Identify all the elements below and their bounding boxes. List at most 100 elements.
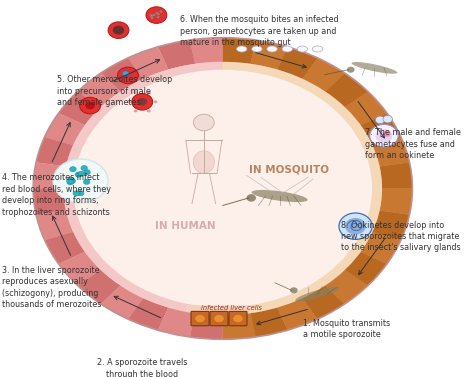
Circle shape [157,16,160,18]
Circle shape [345,218,366,234]
Ellipse shape [252,46,262,52]
Circle shape [147,109,151,112]
Circle shape [383,115,392,123]
Wedge shape [64,62,223,315]
Wedge shape [36,137,73,167]
FancyBboxPatch shape [191,311,209,326]
Circle shape [83,179,90,184]
Circle shape [195,314,205,323]
Circle shape [73,191,80,196]
Circle shape [150,14,153,17]
Text: IN HUMAN: IN HUMAN [155,221,215,231]
Wedge shape [373,210,410,240]
Circle shape [214,314,224,323]
Wedge shape [33,38,223,339]
Ellipse shape [312,46,323,52]
Wedge shape [101,58,143,92]
Circle shape [233,314,243,323]
Circle shape [290,287,298,293]
Circle shape [118,67,138,84]
Text: infected liver cells: infected liver cells [201,305,263,311]
Text: 5. Other merozoites develop
into precursors of male
and female gametes: 5. Other merozoites develop into precurs… [57,75,172,107]
Circle shape [108,22,129,38]
Wedge shape [33,162,66,188]
Wedge shape [223,62,382,315]
Circle shape [151,17,154,19]
Wedge shape [277,298,318,330]
Wedge shape [223,313,255,339]
Circle shape [246,194,256,202]
Text: 6. When the mosquito bites an infected
person, gametocytes are taken up and
matu: 6. When the mosquito bites an infected p… [180,15,339,47]
Wedge shape [128,47,168,79]
Circle shape [67,179,73,184]
Text: 1. Mosquito transmits
a motile sporozoite: 1. Mosquito transmits a motile sporozoit… [303,319,391,339]
Circle shape [150,14,153,17]
Circle shape [159,10,162,12]
Wedge shape [373,137,410,167]
Wedge shape [380,162,412,188]
Wedge shape [190,313,223,339]
Wedge shape [302,58,345,92]
Ellipse shape [267,46,277,52]
Wedge shape [223,38,255,64]
Text: 4. The merozoites infect
red blood cells, where they
develop into ring forms,
tr: 4. The merozoites infect red blood cells… [2,173,111,217]
Wedge shape [325,270,368,304]
Circle shape [383,131,391,137]
Circle shape [146,7,167,23]
FancyBboxPatch shape [210,311,228,326]
Circle shape [137,98,147,106]
Wedge shape [101,285,143,319]
Wedge shape [361,113,401,145]
Circle shape [70,167,76,172]
Ellipse shape [352,62,397,74]
Circle shape [134,109,137,112]
Circle shape [80,97,100,114]
Wedge shape [33,188,66,215]
Circle shape [122,71,129,76]
Wedge shape [128,298,168,330]
Circle shape [347,67,355,73]
Wedge shape [345,252,387,285]
Text: 7. The male and female
gametocytes fuse and
form an ookinete: 7. The male and female gametocytes fuse … [365,128,461,160]
Ellipse shape [193,151,214,173]
Circle shape [84,170,91,175]
Wedge shape [302,285,345,319]
Wedge shape [36,210,73,240]
Circle shape [154,100,157,103]
Circle shape [147,91,151,94]
Wedge shape [158,40,195,69]
Ellipse shape [297,46,308,52]
Circle shape [153,14,155,16]
Circle shape [157,13,160,15]
Circle shape [155,12,158,14]
Wedge shape [380,188,412,215]
Wedge shape [250,40,288,69]
Ellipse shape [252,190,308,202]
Ellipse shape [295,287,340,302]
Text: IN MOSQUITO: IN MOSQUITO [249,165,329,175]
Text: 8. Ookinetes develop into
new sporozoites that migrate
to the insect's salivary : 8. Ookinetes develop into new sporozoite… [341,221,461,253]
Circle shape [77,191,84,196]
Circle shape [85,102,95,109]
Wedge shape [345,92,387,125]
Circle shape [53,159,108,203]
Text: 2. A sporozoite travels
through the blood
vessels to liver cells: 2. A sporozoite travels through the bloo… [97,358,187,377]
Wedge shape [325,73,368,107]
Circle shape [67,180,73,185]
Circle shape [193,114,214,131]
FancyBboxPatch shape [229,311,247,326]
Wedge shape [78,270,120,304]
Circle shape [375,116,385,124]
Circle shape [370,124,398,147]
Circle shape [113,26,124,35]
Circle shape [127,100,131,103]
Circle shape [339,213,372,239]
Circle shape [134,91,137,94]
Circle shape [69,178,75,184]
FancyBboxPatch shape [186,305,250,312]
Wedge shape [59,252,101,285]
Circle shape [75,172,82,177]
Circle shape [68,177,74,182]
Wedge shape [250,308,288,337]
Wedge shape [45,232,85,264]
